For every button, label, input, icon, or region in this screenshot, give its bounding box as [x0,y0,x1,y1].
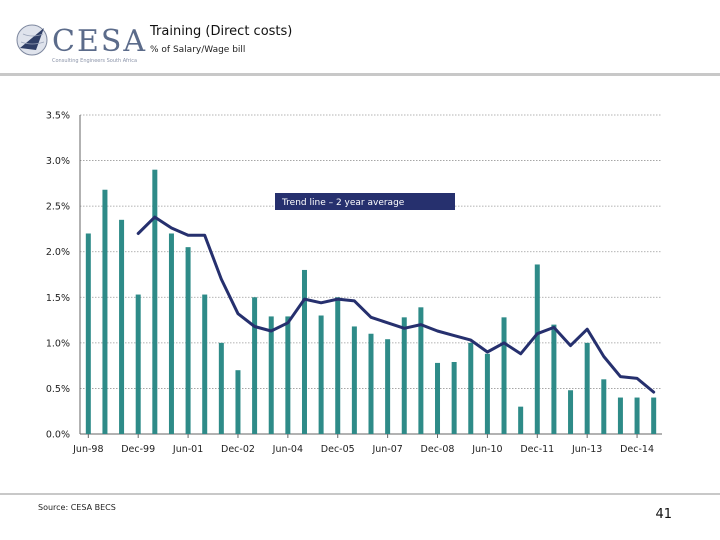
bar [235,370,241,434]
bar [368,333,374,434]
bar [501,317,507,434]
y-tick-label: 2.0% [46,247,70,258]
bar [268,316,274,434]
page-number: 41 [655,507,672,522]
bar [401,317,407,434]
bar [152,169,158,434]
bar [584,342,590,434]
bar [385,339,391,434]
y-tick-label: 1.0% [46,338,70,349]
bar [568,390,574,434]
bar [551,324,557,434]
header-divider [0,73,720,76]
x-tick-label: Dec-08 [421,444,455,455]
bar [451,361,457,434]
bar [252,297,258,434]
y-tick-label: 3.0% [46,156,70,167]
bar [468,342,474,434]
bar [534,264,540,434]
y-tick-label: 0.0% [46,430,70,441]
bar [418,307,424,434]
x-tick-label: Dec-99 [121,444,155,455]
y-tick-label: 0.5% [46,384,70,395]
bar [318,315,324,434]
bar [85,233,91,434]
bar [185,247,191,434]
slide-header: CESA Consulting Engineers South Africa T… [0,0,720,75]
bar [601,379,607,434]
trend-line [136,215,656,394]
bar [218,342,224,434]
x-tick-label: Dec-11 [520,444,554,455]
x-tick-label: Jun-04 [272,444,303,455]
x-tick-label: Jun-07 [371,444,402,455]
bar [651,397,657,434]
y-tick-label: 3.5% [46,111,70,122]
bar [335,297,341,434]
trend-callout-label: Trend line – 2 year average [281,198,405,208]
y-tick-label: 1.5% [46,293,70,304]
footer-divider [0,493,720,495]
bar [202,294,208,434]
bar [301,269,307,434]
logo-wordmark: CESA [52,24,148,59]
bar [102,189,108,434]
x-tick-label: Jun-10 [471,444,502,455]
logo-tagline: Consulting Engineers South Africa [52,58,138,64]
x-tick-label: Dec-14 [620,444,654,455]
bar [484,353,490,434]
x-tick-label: Jun-98 [72,444,103,455]
y-tick-label: 2.5% [46,202,70,213]
chart-title: Training (Direct costs) [150,24,293,39]
bar [135,294,141,434]
globe-logo-icon [16,24,48,56]
bar [119,219,125,434]
bar [634,397,640,434]
x-tick-label: Dec-05 [321,444,355,455]
bar [351,326,357,434]
bar [168,233,174,434]
bar [617,397,623,434]
cesa-logo: CESA Consulting Engineers South Africa [14,14,148,66]
chart-subtitle: % of Salary/Wage bill [150,45,246,55]
bar [518,406,524,434]
trend-callout-box [275,193,455,210]
source-note: Source: CESA BECS [38,503,116,512]
bar [435,362,441,434]
x-tick-label: Jun-13 [571,444,602,455]
x-tick-label: Jun-01 [172,444,203,455]
x-tick-label: Dec-02 [221,444,255,455]
bar [285,316,291,434]
